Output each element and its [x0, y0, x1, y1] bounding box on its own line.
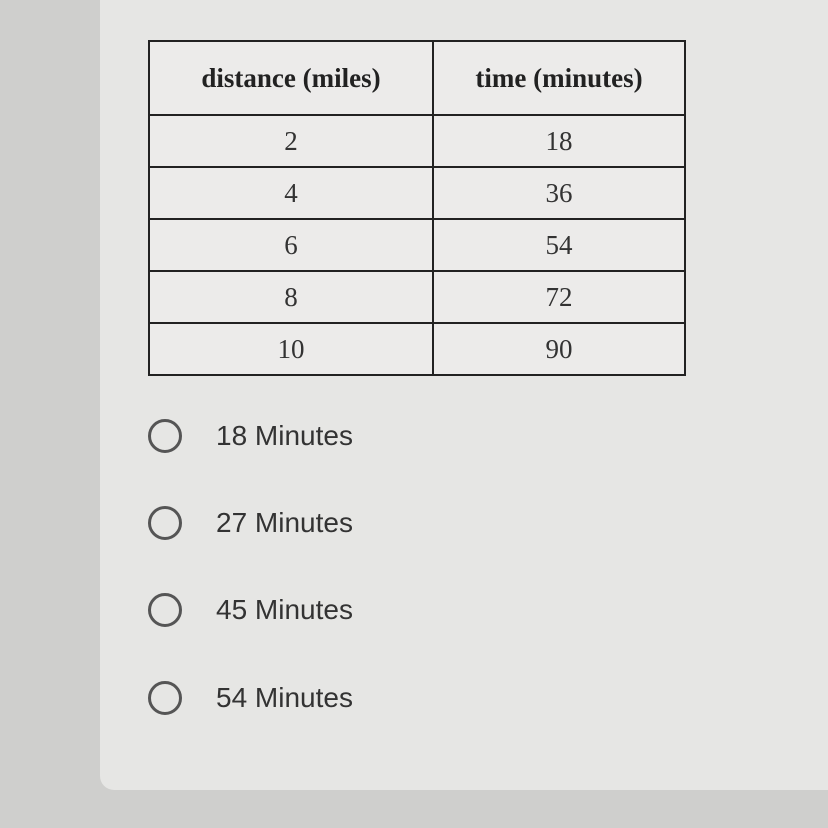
option-54-minutes[interactable]: 54 Minutes [148, 681, 353, 715]
radio-button[interactable] [148, 593, 182, 627]
time-cell: 36 [432, 166, 686, 220]
option-18-minutes[interactable]: 18 Minutes [148, 419, 353, 453]
option-label: 18 Minutes [216, 420, 353, 451]
distance-time-table: distance (miles) time (minutes) 2 18 4 36 … [148, 40, 686, 376]
option-label: 45 Minutes [216, 594, 353, 625]
distance-cell: 10 [148, 322, 434, 376]
option-label: 54 Minutes [216, 682, 353, 713]
time-cell: 18 [432, 114, 686, 168]
table-row: 2 18 [148, 114, 686, 168]
header-distance: distance (miles) [148, 40, 434, 116]
table-header-row: distance (miles) time (minutes) [148, 40, 686, 116]
table-row: 6 54 [148, 218, 686, 272]
radio-button[interactable] [148, 419, 182, 453]
radio-button[interactable] [148, 681, 182, 715]
option-45-minutes[interactable]: 45 Minutes [148, 593, 353, 627]
radio-button[interactable] [148, 506, 182, 540]
option-27-minutes[interactable]: 27 Minutes [148, 506, 353, 540]
distance-cell: 8 [148, 270, 434, 324]
header-time: time (minutes) [432, 40, 686, 116]
distance-cell: 2 [148, 114, 434, 168]
table-row: 8 72 [148, 270, 686, 324]
distance-cell: 4 [148, 166, 434, 220]
time-cell: 54 [432, 218, 686, 272]
table-row: 4 36 [148, 166, 686, 220]
option-label: 27 Minutes [216, 507, 353, 538]
table-row: 10 90 [148, 322, 686, 376]
distance-cell: 6 [148, 218, 434, 272]
time-cell: 72 [432, 270, 686, 324]
time-cell: 90 [432, 322, 686, 376]
